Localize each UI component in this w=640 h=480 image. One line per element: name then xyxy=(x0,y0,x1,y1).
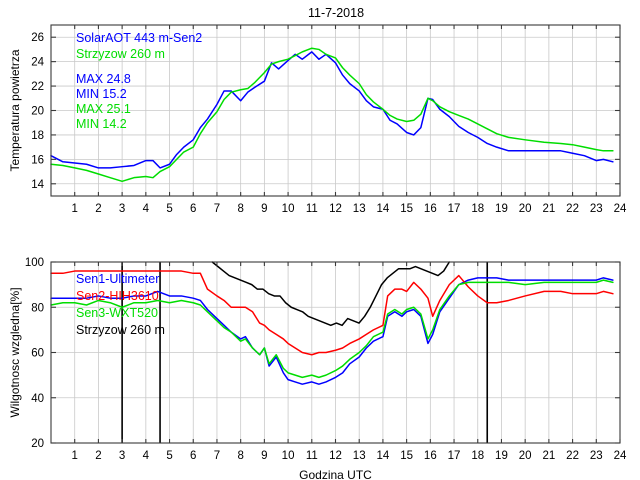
series-line-3 xyxy=(50,279,614,379)
x-tick-label: 9 xyxy=(261,450,267,462)
x-tick-label: 6 xyxy=(190,450,196,462)
legend-label-3: Sen3-WXT520 xyxy=(76,306,158,320)
legend-label-2: Strzyzow 260 m xyxy=(76,47,165,61)
x-tick-label: 19 xyxy=(495,450,508,462)
y-tick-label: 22 xyxy=(31,81,44,93)
x-tick-label: 24 xyxy=(614,203,627,215)
x-tick-label: 5 xyxy=(166,450,172,462)
x-tick-label: 16 xyxy=(424,450,437,462)
x-tick-label: 10 xyxy=(282,203,295,215)
x-tick-label: 11 xyxy=(306,450,318,462)
y-tick-label: 18 xyxy=(31,130,44,142)
x-tick-label: 22 xyxy=(566,203,579,215)
x-tick-label: 20 xyxy=(519,203,532,215)
x-tick-label: 2 xyxy=(95,450,101,462)
x-tick-label: 1 xyxy=(72,203,78,215)
series-line-4 xyxy=(211,261,451,327)
x-tick-label: 3 xyxy=(119,450,125,462)
x-tick-label: 7 xyxy=(214,203,220,215)
x-axis-title: Godzina UTC xyxy=(299,468,372,480)
x-tick-label: 23 xyxy=(590,450,603,462)
x-tick-label: 15 xyxy=(400,203,413,215)
x-tick-label: 14 xyxy=(377,203,390,215)
x-tick-label: 21 xyxy=(542,203,555,215)
legend-label-2: Sen2-HIH3610 xyxy=(76,289,159,303)
x-tick-label: 15 xyxy=(400,450,413,462)
x-tick-label: 6 xyxy=(190,203,196,215)
x-tick-label: 14 xyxy=(377,450,390,462)
series-line-1 xyxy=(50,277,614,385)
x-tick-label: 3 xyxy=(119,203,125,215)
x-tick-label: 16 xyxy=(424,203,437,215)
humidity-chart: 1 2 3 4 5 6 7 8 9 10 11 12 13 14 15 16 17 18 19 20 21 22 23 242… xyxy=(8,257,627,480)
stat-label-1: MAX 24.8 xyxy=(76,72,131,86)
x-tick-label: 4 xyxy=(143,450,150,462)
x-tick-label: 1 xyxy=(72,450,78,462)
y-axis-title: Wilgotnosc wzgledna[%] xyxy=(8,287,22,417)
stat-label-2: MIN 15.2 xyxy=(76,87,127,101)
x-tick-label: 20 xyxy=(519,450,532,462)
x-tick-label: 23 xyxy=(590,203,603,215)
x-tick-label: 12 xyxy=(329,450,342,462)
stat-label-3: MAX 25.1 xyxy=(76,102,131,116)
y-axis-title: Temperatura powietrza xyxy=(8,49,22,171)
x-tick-label: 21 xyxy=(542,450,555,462)
y-tick-label: 20 xyxy=(31,438,44,450)
x-tick-label: 5 xyxy=(166,203,172,215)
legend-label-1: Sen1-Ultimeter xyxy=(76,272,159,286)
y-tick-label: 100 xyxy=(25,257,44,269)
y-tick-label: 20 xyxy=(31,106,44,118)
y-tick-label: 60 xyxy=(31,348,44,360)
stat-label-4: MIN 14.2 xyxy=(76,117,127,131)
x-tick-label: 17 xyxy=(448,203,461,215)
y-tick-label: 26 xyxy=(31,32,44,44)
x-tick-label: 12 xyxy=(329,203,342,215)
series-line-2 xyxy=(50,47,614,183)
y-tick-label: 80 xyxy=(31,302,44,314)
x-tick-label: 13 xyxy=(353,203,366,215)
y-tick-label: 14 xyxy=(31,179,44,191)
temperature-chart: 1 2 3 4 5 6 7 8 9 10 11 12 13 14 15 16 17 18 19 20 21 22 23 241… xyxy=(8,24,627,215)
x-tick-label: 9 xyxy=(261,203,267,215)
x-tick-label: 11 xyxy=(306,203,318,215)
legend-label-1: SolarAOT 443 m-Sen2 xyxy=(76,31,202,45)
x-tick-label: 7 xyxy=(214,450,220,462)
series-line-2 xyxy=(50,270,614,356)
series-line-1 xyxy=(50,51,614,169)
x-tick-label: 10 xyxy=(282,450,295,462)
y-tick-label: 24 xyxy=(31,57,44,69)
x-tick-label: 19 xyxy=(495,203,508,215)
page-title: 11-7-2018 xyxy=(308,6,364,20)
y-tick-label: 40 xyxy=(31,393,44,405)
x-tick-label: 24 xyxy=(614,450,627,462)
x-tick-label: 8 xyxy=(237,203,243,215)
x-tick-label: 13 xyxy=(353,450,366,462)
x-tick-label: 4 xyxy=(143,203,150,215)
x-tick-label: 8 xyxy=(237,450,243,462)
x-tick-label: 18 xyxy=(471,450,484,462)
x-tick-label: 18 xyxy=(471,203,484,215)
x-tick-label: 17 xyxy=(448,450,461,462)
y-tick-label: 16 xyxy=(31,154,44,166)
x-tick-label: 22 xyxy=(566,450,579,462)
x-tick-label: 2 xyxy=(95,203,101,215)
legend-label-4: Strzyzow 260 m xyxy=(76,323,165,337)
